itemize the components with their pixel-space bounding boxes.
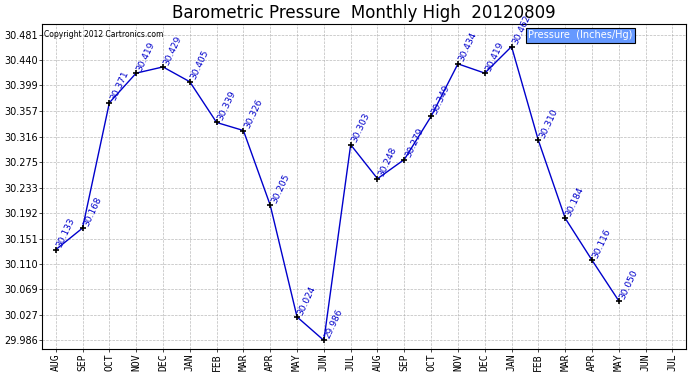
Text: Pressure  (Inches/Hg): Pressure (Inches/Hg) [528, 30, 633, 40]
Text: 30.371: 30.371 [108, 70, 130, 102]
Text: 30.349: 30.349 [431, 83, 452, 116]
Text: Copyright 2012 Cartronics.com: Copyright 2012 Cartronics.com [43, 30, 163, 39]
Text: 30.205: 30.205 [270, 172, 291, 205]
Text: 30.279: 30.279 [404, 127, 425, 159]
Text: 30.310: 30.310 [538, 107, 559, 140]
Text: 30.405: 30.405 [189, 49, 210, 81]
Text: 29.986: 29.986 [323, 308, 344, 340]
Text: 30.168: 30.168 [81, 195, 104, 228]
Text: 30.419: 30.419 [484, 40, 505, 73]
Text: 30.116: 30.116 [591, 227, 613, 260]
Text: 30.429: 30.429 [162, 34, 184, 66]
Text: 30.462: 30.462 [511, 14, 532, 46]
Text: 30.326: 30.326 [243, 98, 264, 130]
Text: 30.434: 30.434 [457, 31, 479, 63]
Text: 30.303: 30.303 [350, 112, 371, 144]
Text: 30.248: 30.248 [377, 146, 398, 178]
Text: 30.419: 30.419 [135, 40, 157, 73]
Text: 30.339: 30.339 [216, 90, 237, 122]
Text: 30.050: 30.050 [618, 268, 640, 300]
Text: 30.133: 30.133 [55, 217, 77, 249]
Text: 30.184: 30.184 [564, 185, 586, 218]
Text: 30.024: 30.024 [296, 284, 317, 316]
Title: Barometric Pressure  Monthly High  20120809: Barometric Pressure Monthly High 2012080… [172, 4, 556, 22]
